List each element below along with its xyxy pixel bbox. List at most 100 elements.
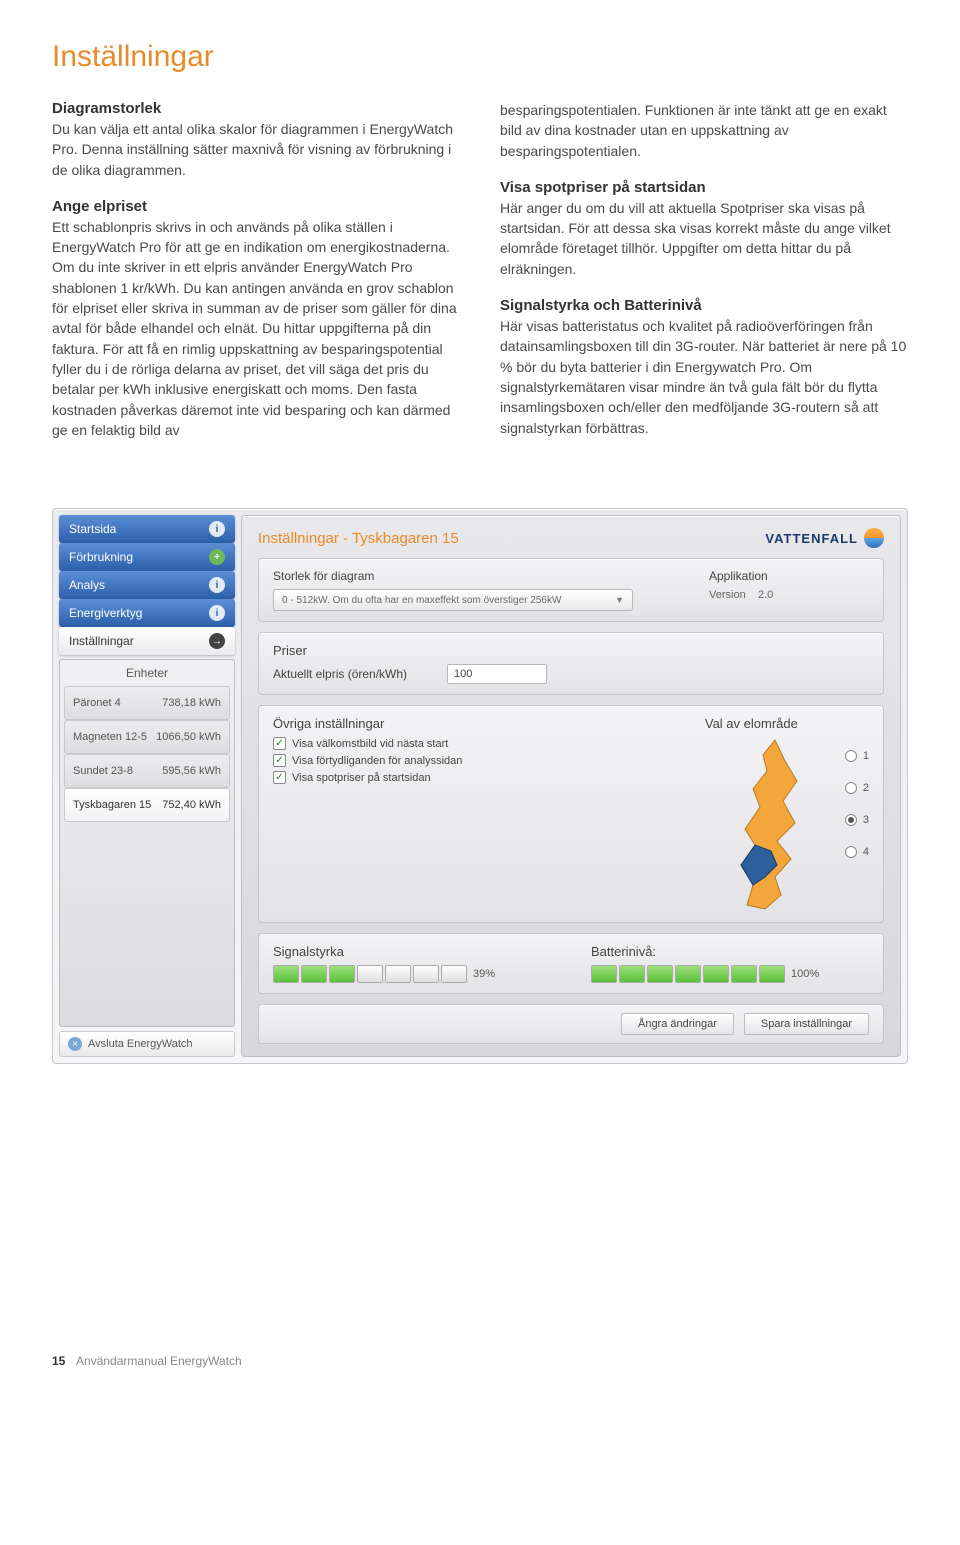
unit-name: Sundet 23-8 — [73, 765, 133, 777]
sidebar-item-energiverktyg[interactable]: Energiverktyg i — [59, 599, 235, 627]
bat-label: Batterinivå: — [591, 944, 869, 959]
continuation-body: besparingspotentialen. Funktionen är int… — [500, 100, 908, 161]
unit-row[interactable]: Tyskbagaren 15 752,40 kWh — [64, 788, 230, 822]
unit-name: Päronet 4 — [73, 697, 121, 709]
panel-prices: Priser Aktuellt elpris (ören/kWh) — [258, 632, 884, 695]
nav-icon: i — [209, 605, 225, 621]
panel-actions: Ångra ändringar Spara inställningar — [258, 1004, 884, 1044]
app-label: Applikation — [709, 569, 869, 583]
meter-segment — [675, 965, 701, 983]
battery-meter — [591, 965, 785, 983]
logo-text: VATTENFALL — [765, 531, 858, 546]
quit-label: Avsluta EnergyWatch — [88, 1038, 193, 1050]
meter-segment — [413, 965, 439, 983]
vattenfall-logo: VATTENFALL — [765, 528, 884, 548]
version-label: Version — [709, 589, 746, 601]
cancel-button[interactable]: Ångra ändringar — [621, 1013, 734, 1035]
nav-icon: + — [209, 549, 225, 565]
chk-welcome[interactable]: ✓ Visa välkomstbild vid nästa start — [273, 737, 665, 750]
diagram-heading: Diagramstorlek — [52, 100, 460, 117]
checkbox-icon: ✓ — [273, 771, 286, 784]
panel-signal: Signalstyrka 39% Batterinivå: 100% — [258, 933, 884, 994]
spot-body: Här anger du om du vill att aktuella Spo… — [500, 198, 908, 279]
meter-segment — [441, 965, 467, 983]
spot-heading: Visa spotpriser på startsidan — [500, 179, 908, 196]
body-columns: Diagramstorlek Du kan välja ett antal ol… — [52, 100, 908, 458]
meter-segment — [703, 965, 729, 983]
meter-segment — [273, 965, 299, 983]
unit-value: 752,40 kWh — [162, 799, 221, 811]
size-select[interactable]: 0 - 512kW. Om du ofta har en maxeffekt s… — [273, 589, 633, 611]
area-radio-2[interactable]: 2 — [845, 782, 869, 794]
chk-analys[interactable]: ✓ Visa förtydliganden för analyssidan — [273, 754, 665, 767]
radio-label: 2 — [863, 782, 869, 794]
checkbox-icon: ✓ — [273, 737, 286, 750]
chk3-label: Visa spotpriser på startsidan — [292, 772, 431, 784]
left-column: Diagramstorlek Du kan välja ett antal ol… — [52, 100, 460, 458]
unit-value: 738,18 kWh — [162, 697, 221, 709]
quit-button[interactable]: × Avsluta EnergyWatch — [59, 1031, 235, 1057]
nav-label: Inställningar — [69, 634, 134, 648]
radio-label: 1 — [863, 750, 869, 762]
meter-segment — [329, 965, 355, 983]
sidebar-item-analys[interactable]: Analys i — [59, 571, 235, 599]
unit-value: 595,56 kWh — [162, 765, 221, 777]
save-button[interactable]: Spara inställningar — [744, 1013, 869, 1035]
page-title: Inställningar — [52, 40, 908, 74]
size-label: Storlek för diagram — [273, 569, 669, 583]
units-title: Enheter — [64, 666, 230, 680]
price-body: Ett schablonpris skrivs in och används p… — [52, 217, 460, 440]
breadcrumb: Inställningar - Tyskbagaren 15 — [258, 530, 459, 547]
area-heading: Val av elområde — [705, 716, 825, 731]
unit-name: Magneten 12-5 — [73, 731, 147, 743]
area-radio-3[interactable]: 3 — [845, 814, 869, 826]
meter-segment — [619, 965, 645, 983]
sidebar-item-installningar[interactable]: Inställningar→ — [59, 627, 235, 655]
nav-label: Startsida — [69, 522, 116, 536]
footer-text: Användarmanual EnergyWatch — [76, 1354, 242, 1368]
nav-icon: i — [209, 521, 225, 537]
nav-icon: i — [209, 577, 225, 593]
prices-heading: Priser — [273, 643, 869, 658]
unit-row[interactable]: Päronet 4 738,18 kWh — [64, 686, 230, 720]
unit-name: Tyskbagaren 15 — [73, 799, 151, 811]
save-label: Spara inställningar — [761, 1018, 852, 1030]
radio-icon — [845, 846, 857, 858]
area-radio-1[interactable]: 1 — [845, 750, 869, 762]
page-footer: 15 Användarmanual EnergyWatch — [0, 1344, 960, 1394]
bat-value: 100% — [791, 968, 819, 980]
signal-meter — [273, 965, 467, 983]
elpris-input[interactable] — [447, 664, 547, 684]
signal-body: Här visas batteristatus och kvalitet på … — [500, 316, 908, 438]
chk2-label: Visa förtydliganden för analyssidan — [292, 755, 462, 767]
units-box: Enheter Päronet 4 738,18 kWh Magneten 12-5… — [59, 659, 235, 1027]
cancel-label: Ångra ändringar — [638, 1018, 717, 1030]
radio-icon — [845, 782, 857, 794]
sidebar-item-förbrukning[interactable]: Förbrukning+ — [59, 543, 235, 571]
price-heading: Ange elpriset — [52, 198, 460, 215]
meter-segment — [731, 965, 757, 983]
panel-diagram-size: Storlek för diagram 0 - 512kW. Om du oft… — [258, 558, 884, 622]
unit-value: 1066,50 kWh — [156, 731, 221, 743]
radio-icon — [845, 814, 857, 826]
unit-row[interactable]: Sundet 23-8 595,56 kWh — [64, 754, 230, 788]
radio-icon — [845, 750, 857, 762]
sweden-map — [705, 737, 825, 912]
unit-row[interactable]: Magneten 12-5 1066,50 kWh — [64, 720, 230, 754]
sidebar: StartsidaiFörbrukning+AnalysiEnergiverkt… — [59, 515, 235, 1057]
right-column: besparingspotentialen. Funktionen är int… — [500, 100, 908, 458]
signal-heading: Signalstyrka och Batterinivå — [500, 297, 908, 314]
meter-segment — [591, 965, 617, 983]
meter-segment — [647, 965, 673, 983]
nav-label: Energiverktyg — [69, 606, 142, 620]
meter-segment — [301, 965, 327, 983]
panel-misc: Övriga inställningar ✓ Visa välkomstbild… — [258, 705, 884, 923]
meter-segment — [759, 965, 785, 983]
sidebar-item-startsida[interactable]: Startsida i — [59, 515, 235, 543]
area-radio-4[interactable]: 4 — [845, 846, 869, 858]
chk1-label: Visa välkomstbild vid nästa start — [292, 738, 448, 750]
radio-label: 4 — [863, 846, 869, 858]
chk-spot[interactable]: ✓ Visa spotpriser på startsidan — [273, 771, 665, 784]
app-screenshot: StartsidaiFörbrukning+AnalysiEnergiverkt… — [52, 508, 908, 1064]
nav-label: Analys — [69, 578, 105, 592]
